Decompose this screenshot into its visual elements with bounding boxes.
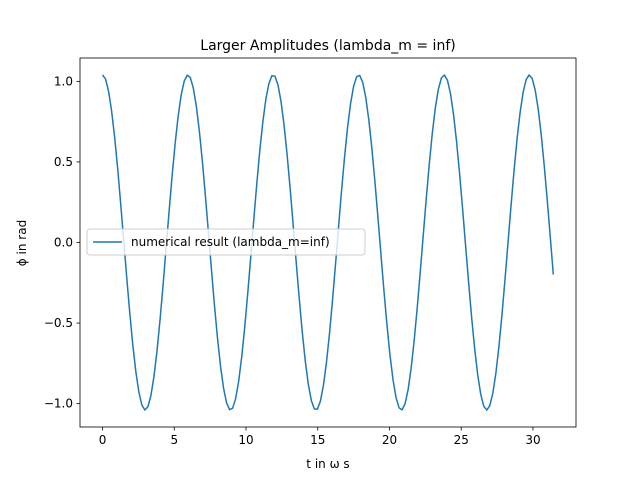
series-line-0 bbox=[101, 74, 555, 411]
x-tick-label: 5 bbox=[170, 433, 178, 447]
x-axis-label: t in ω s bbox=[306, 457, 349, 471]
x-axis-ticks: 0 5 10 15 20 25 30 bbox=[99, 427, 541, 447]
y-axis-label: ϕ in rad bbox=[15, 220, 29, 266]
legend: numerical result (lambda_m=inf) bbox=[86, 228, 366, 256]
legend-box bbox=[86, 228, 366, 256]
x-tick-label: 30 bbox=[525, 433, 540, 447]
legend-label: numerical result (lambda_m=inf) bbox=[131, 235, 330, 249]
y-tick-label: 1.0 bbox=[54, 74, 73, 88]
y-tick-label: 0.0 bbox=[54, 236, 73, 250]
y-tick-label: 0.5 bbox=[54, 155, 73, 169]
y-tick-label: −1.0 bbox=[44, 397, 73, 411]
y-tick-label: −0.5 bbox=[44, 316, 73, 330]
series-layer bbox=[101, 74, 555, 411]
x-tick-label: 0 bbox=[99, 433, 107, 447]
x-tick-label: 15 bbox=[310, 433, 325, 447]
x-tick-label: 10 bbox=[238, 433, 253, 447]
chart-title: Larger Amplitudes (lambda_m = inf) bbox=[200, 38, 455, 54]
x-tick-label: 20 bbox=[382, 433, 397, 447]
y-axis-ticks: −1.0 −0.5 0.0 0.5 1.0 bbox=[44, 74, 80, 411]
x-tick-label: 25 bbox=[454, 433, 469, 447]
